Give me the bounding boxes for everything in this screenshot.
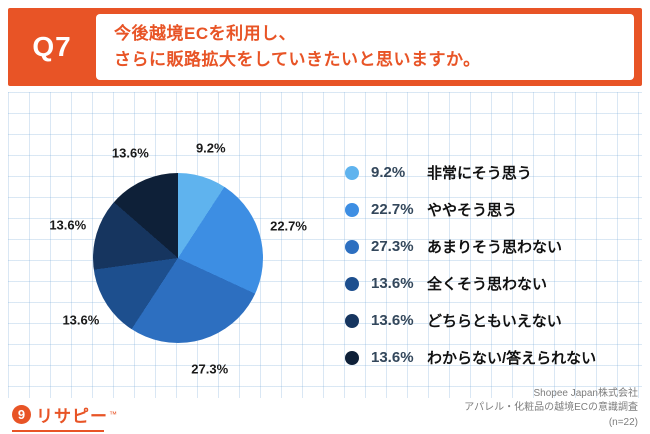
legend-percent: 27.3% <box>371 238 414 255</box>
logo-underline <box>12 430 104 432</box>
pie-value-label: 13.6% <box>62 312 100 328</box>
legend-percent: 22.7% <box>371 201 414 218</box>
legend-item: 22.7% ややそう思う <box>345 191 596 228</box>
question-header: Q7 今後越境ECを利用し、 さらに販路拡大をしていきたいと思いますか。 <box>8 8 642 86</box>
source-line-sample: (n=22) <box>608 416 638 428</box>
legend-label: あまりそう思わない <box>427 239 563 256</box>
source-line-survey: アパレル・化粧品の越境ECの意識調査 <box>464 402 638 413</box>
legend-color-dot <box>345 350 359 365</box>
legend-color-dot <box>345 313 359 328</box>
legend-label: わからない/答えられない <box>427 350 597 367</box>
pie-value-label: 22.7% <box>270 218 307 234</box>
pie-value-label: 13.6% <box>111 145 149 161</box>
legend-item: 13.6% わからない/答えられない <box>345 339 596 376</box>
pie-value-label: 27.3% <box>191 361 229 377</box>
legend-percent: 9.2% <box>371 164 406 181</box>
legend-percent: 13.6% <box>371 275 414 292</box>
legend-color-dot <box>345 239 359 254</box>
legend-label: 全くそう思わない <box>427 276 548 293</box>
question-line-2: さらに販路拡大をしていきたいと思いますか。 <box>114 50 481 69</box>
legend-percent: 13.6% <box>371 312 414 329</box>
legend-item: 9.2% 非常にそう思う <box>345 154 596 191</box>
question-line-1: 今後越境ECを利用し、 <box>114 23 297 43</box>
pie-value-label: 13.6% <box>49 217 87 233</box>
pie-value-label: 9.2% <box>195 140 226 156</box>
trademark-symbol: ™ <box>109 410 117 419</box>
legend-item: 13.6% どちらともいえない <box>345 302 596 339</box>
legend-color-dot <box>345 276 359 291</box>
pie-chart: 9.2% 22.7% 27.3% 13.6% 13.6% 13.6% <box>49 138 307 378</box>
footer: 9 リサピー ™ Shopee Japan株式会社 アパレル・化粧品の越境ECの… <box>0 388 650 434</box>
legend-color-dot <box>345 202 359 217</box>
legend-label: どちらともいえない <box>427 313 562 330</box>
risapy-logo: 9 リサピー ™ <box>12 402 117 427</box>
source-attribution: Shopee Japan株式会社 アパレル・化粧品の越境ECの意識調査 (n=2… <box>464 387 638 431</box>
question-box: 今後越境ECを利用し、 さらに販路拡大をしていきたいと思いますか。 <box>96 14 634 80</box>
chart-area: 9.2% 22.7% 27.3% 13.6% 13.6% 13.6% 9.2% 非常にそう思… <box>8 92 642 398</box>
risapy-logo-icon: 9 <box>12 405 31 424</box>
risapy-logo-text: リサピー <box>36 407 108 426</box>
question-id: Q7 <box>32 31 72 62</box>
legend-label: ややそう思う <box>427 202 518 219</box>
legend-label: 非常にそう思う <box>427 165 532 182</box>
pie-graphic <box>93 173 263 343</box>
legend: 9.2% 非常にそう思う 22.7% ややそう思う 27.3% あまりそう思わない 13.6… <box>345 154 596 376</box>
source-line-company: Shopee Japan株式会社 <box>533 387 638 399</box>
legend-percent: 13.6% <box>371 349 414 366</box>
legend-item: 13.6% 全くそう思わない <box>345 265 596 302</box>
legend-item: 27.3% あまりそう思わない <box>345 228 596 265</box>
legend-color-dot <box>345 165 359 180</box>
